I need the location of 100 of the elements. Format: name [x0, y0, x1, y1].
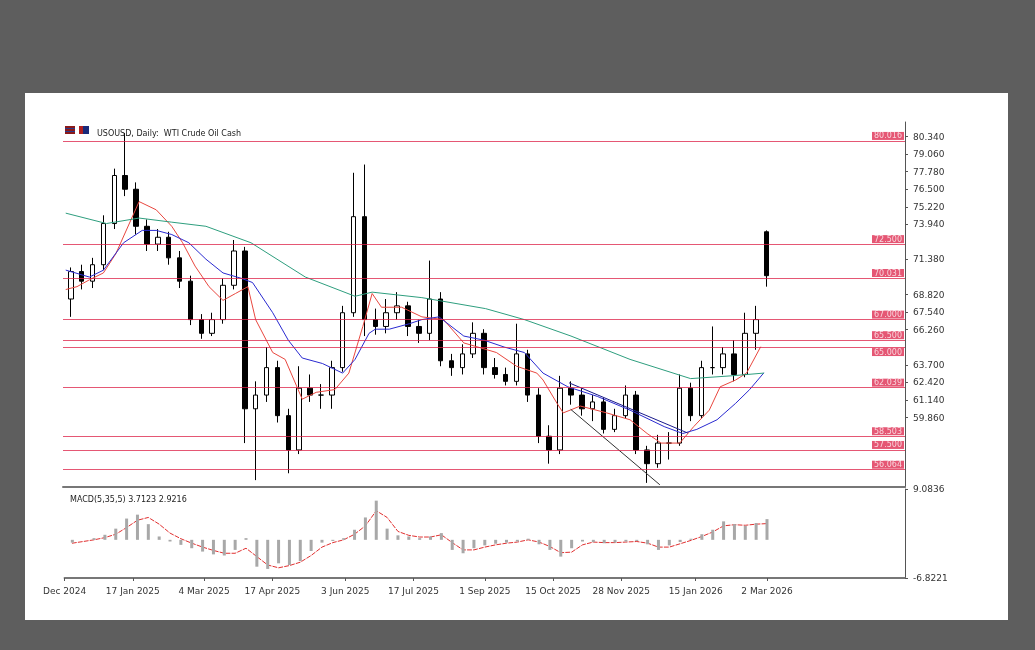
bar	[559, 539, 563, 557]
bar	[396, 535, 400, 540]
candlestick	[68, 266, 74, 318]
text: MACD(5,35,5) 3.7123 2.9216	[70, 494, 187, 504]
y-tick-label: 80.340	[913, 131, 945, 142]
candlestick	[383, 298, 389, 334]
ref-line-label: 72.500	[874, 234, 902, 244]
bar	[548, 539, 552, 550]
x-tick-label: 17 Jul 2025	[388, 585, 439, 596]
candlestick	[546, 424, 552, 465]
bar	[700, 534, 704, 540]
bar	[429, 536, 433, 540]
bar	[298, 539, 302, 562]
ref-line-label: 80.016	[874, 131, 902, 141]
y-tick-label: 62.420	[913, 377, 945, 388]
candlestick	[742, 312, 748, 378]
bar	[222, 539, 226, 556]
bar	[439, 533, 443, 540]
bar	[602, 539, 606, 544]
candlestick	[460, 343, 465, 375]
candlestick	[220, 277, 226, 325]
bar	[407, 536, 411, 540]
candlestick	[329, 360, 335, 410]
candlestick	[427, 260, 432, 341]
ref-line-label: 56.064	[874, 460, 902, 470]
ref-line-label: 70.031	[874, 268, 902, 278]
line-series	[65, 229, 765, 434]
candlestick	[286, 408, 291, 474]
bar	[277, 539, 281, 564]
x-tick-label: 3 Jun 2025	[321, 585, 370, 596]
candlestick	[318, 383, 324, 410]
bar	[732, 524, 736, 540]
x-tick-label: 2 Mar 2026	[741, 585, 793, 596]
bar	[103, 534, 107, 540]
bar	[201, 539, 205, 552]
bar	[505, 539, 508, 543]
bar	[353, 529, 357, 540]
bar	[211, 539, 215, 555]
candlestick	[525, 349, 530, 403]
candlestick	[731, 339, 737, 382]
y-tick-label: 66.260	[913, 324, 945, 335]
candlestick	[688, 382, 693, 422]
bar	[266, 539, 270, 569]
candlestick	[362, 164, 367, 337]
candlestick	[101, 214, 106, 271]
bar	[320, 539, 324, 543]
x-tick-label: 15 Oct 2025	[525, 585, 581, 596]
bar	[70, 539, 74, 543]
bar	[363, 517, 367, 540]
candlestick	[275, 360, 280, 424]
candlestick	[253, 380, 258, 481]
candlestick	[188, 275, 193, 326]
candlestick	[155, 228, 161, 252]
bar	[255, 539, 259, 567]
candlestick	[514, 323, 519, 386]
candlestick	[166, 231, 171, 266]
bar	[711, 529, 715, 540]
ref-line-label: 57.500	[874, 440, 902, 450]
line-series	[65, 201, 762, 444]
bar	[179, 539, 183, 545]
candlestick	[633, 390, 639, 455]
y-tick-label: 67.540	[913, 307, 945, 318]
line-series	[71, 510, 768, 569]
candlestick	[416, 319, 422, 344]
candlestick	[296, 365, 302, 455]
candlestick	[394, 291, 400, 321]
candlestick	[644, 445, 650, 484]
y-tick-label: 68.820	[913, 289, 945, 300]
y-tick-label: 77.780	[913, 166, 945, 177]
candlestick	[231, 239, 237, 290]
candlestick	[438, 291, 443, 367]
x-tick-label: 1 Sep 2025	[459, 585, 511, 596]
ref-line-label: 65.000	[874, 347, 902, 357]
bar	[450, 539, 454, 550]
y-tick-label: 9.0836	[913, 484, 945, 494]
bar	[190, 539, 194, 549]
candlestick	[503, 367, 508, 386]
candlestick	[449, 353, 454, 377]
bar	[461, 539, 465, 554]
candlestick	[177, 250, 182, 289]
ref-line-label: 58.503	[874, 426, 902, 436]
y-tick-label: 61.140	[913, 395, 945, 405]
candlestick	[264, 346, 269, 403]
ref-line-label: 62.039	[874, 378, 902, 388]
y-tick-label: 71.380	[913, 254, 945, 265]
x-tick-label: Dec 2024	[43, 585, 87, 596]
bar	[374, 500, 378, 540]
bar	[157, 536, 161, 540]
candlestick	[601, 397, 606, 434]
text: USOUSD, Daily: WTI Crude Oil Cash	[97, 128, 242, 138]
candlestick	[209, 312, 215, 337]
candlestick	[568, 380, 574, 406]
bar	[233, 539, 237, 550]
ref-line-label: 65.500	[874, 330, 902, 340]
candlestick	[340, 305, 345, 373]
y-tick-label: 59.860	[913, 412, 945, 423]
bar	[287, 539, 291, 566]
candlestick	[492, 357, 498, 380]
x-tick-label: 28 Nov 2025	[592, 585, 651, 596]
y-tick-label: 63.700	[913, 359, 945, 370]
